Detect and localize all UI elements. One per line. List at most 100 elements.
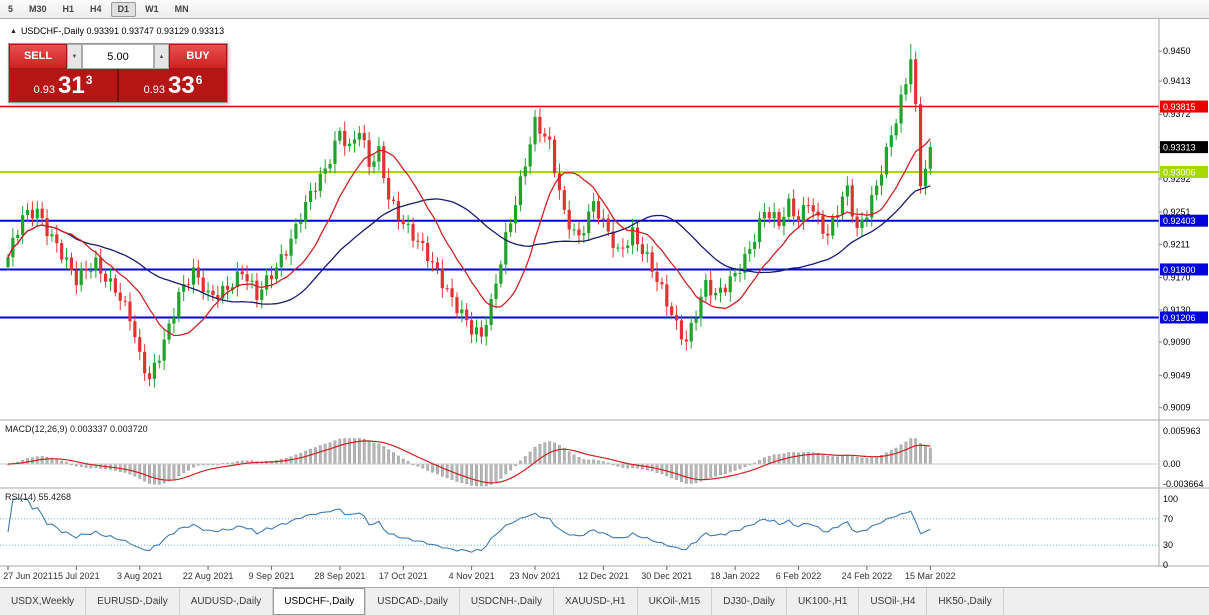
- macd-axis-labels: 0.005963 0.00 -0.003664: [1163, 426, 1204, 489]
- svg-text:0.9090: 0.9090: [1163, 337, 1191, 347]
- price-tags: 0.93815 0.93006 0.92403 0.91800 0.91206 0.933…: [1160, 100, 1208, 324]
- moving-averages: [7, 138, 931, 337]
- svg-text:0: 0: [1163, 560, 1168, 570]
- svg-text:0.005963: 0.005963: [1163, 426, 1201, 436]
- svg-text:3 Aug 2021: 3 Aug 2021: [117, 571, 163, 581]
- svg-text:0.9009: 0.9009: [1163, 403, 1191, 413]
- chart-title: ▲ USDCHF-,Daily 0.93391 0.93747 0.93129 …: [10, 26, 224, 36]
- chart-tab-usdx-weekly[interactable]: USDX,Weekly: [0, 588, 87, 615]
- svg-text:9 Sep 2021: 9 Sep 2021: [248, 571, 294, 581]
- sell-button[interactable]: SELL: [9, 44, 67, 69]
- svg-text:22 Aug 2021: 22 Aug 2021: [183, 571, 234, 581]
- timeframe-button-5[interactable]: 5: [8, 3, 14, 14]
- macd-label: MACD(12,26,9) 0.003337 0.003720: [5, 424, 148, 434]
- chevron-down-icon: ▼: [71, 53, 78, 60]
- svg-text:18 Jan 2022: 18 Jan 2022: [710, 571, 760, 581]
- price-chart[interactable]: MACD(12,26,9) 0.003337 0.003720 0.0059630…: [0, 19, 1209, 587]
- trade-prices-row: 0.93 31 3 0.93 33 6: [9, 69, 227, 102]
- panel-separators[interactable]: [0, 19, 1209, 567]
- timeframe-button-m30[interactable]: M30: [29, 3, 47, 14]
- svg-text:RSI(14) 55.4268: RSI(14) 55.4268: [5, 492, 71, 502]
- svg-text:30 Dec 2021: 30 Dec 2021: [641, 571, 692, 581]
- price-axis[interactable]: 0.94500.94130.93720.93310.92920.92510.92…: [1159, 46, 1191, 413]
- chart-tab-ukoil-m15[interactable]: UKOil-,M15: [638, 588, 713, 615]
- svg-text:0.93006: 0.93006: [1163, 167, 1196, 177]
- rsi-label: RSI(14) 55.4268: [5, 492, 71, 502]
- svg-text:30: 30: [1163, 540, 1173, 550]
- svg-text:23 Nov 2021: 23 Nov 2021: [510, 571, 561, 581]
- one-click-collapse-icon[interactable]: ▲: [10, 27, 17, 35]
- chart-tab-usdcad-daily[interactable]: USDCAD-,Daily: [366, 588, 460, 615]
- trade-buttons-row: SELL ▼ ▲ BUY: [9, 44, 227, 69]
- svg-text:15 Mar 2022: 15 Mar 2022: [905, 571, 956, 581]
- chart-tab-xauusd-h1[interactable]: XAUUSD-,H1: [554, 588, 638, 615]
- date-axis[interactable]: 27 Jun 2021 15 Jul 2021 3 Aug 2021 22 Aug 2…: [3, 566, 956, 581]
- svg-text:17 Oct 2021: 17 Oct 2021: [379, 571, 428, 581]
- timeframe-button-mn[interactable]: MN: [174, 3, 189, 14]
- support-resistance-lines[interactable]: [0, 105, 1159, 319]
- svg-text:0.91206: 0.91206: [1163, 313, 1196, 323]
- timeframe-button-h1[interactable]: H1: [62, 3, 75, 14]
- chart-title-text: USDCHF-,Daily 0.93391 0.93747 0.93129 0.…: [20, 26, 225, 36]
- chart-tab-bar: USDX,Weekly EURUSD-,Daily AUDUSD-,Daily USD…: [0, 587, 1209, 615]
- svg-text:0.93815: 0.93815: [1163, 102, 1196, 112]
- rsi-line: [7, 498, 931, 553]
- volume-decrease-button[interactable]: ▼: [67, 44, 82, 69]
- svg-text:70: 70: [1163, 514, 1173, 524]
- svg-text:0.9292: 0.9292: [1163, 174, 1191, 184]
- svg-text:0.9251: 0.9251: [1163, 207, 1191, 217]
- svg-text:0.9130: 0.9130: [1163, 305, 1191, 315]
- timeframe-button-h4[interactable]: H4: [90, 3, 102, 14]
- chart-tab-usdcnh-daily[interactable]: USDCNH-,Daily: [460, 588, 554, 615]
- one-click-trading-panel: SELL ▼ ▲ BUY 0.93 31 3 0.93 33 6: [8, 43, 228, 103]
- macd-signal-line: [7, 440, 931, 484]
- svg-text:15 Jul 2021: 15 Jul 2021: [53, 571, 100, 581]
- svg-text:0.9450: 0.9450: [1163, 46, 1191, 56]
- svg-text:100: 100: [1163, 494, 1178, 504]
- buy-price-sup: 6: [195, 72, 203, 87]
- svg-text:0.9049: 0.9049: [1163, 370, 1191, 380]
- svg-text:0.93313: 0.93313: [1163, 143, 1196, 153]
- svg-text:6 Feb 2022: 6 Feb 2022: [776, 571, 822, 581]
- sell-price-big: 31: [58, 71, 85, 99]
- svg-text:0.9211: 0.9211: [1163, 239, 1190, 249]
- buy-price-big: 33: [168, 71, 195, 99]
- volume-input[interactable]: [82, 44, 154, 69]
- timeframe-button-d1[interactable]: D1: [110, 1, 137, 17]
- candlesticks: [6, 43, 932, 388]
- chart-area[interactable]: MACD(12,26,9) 0.003337 0.003720 0.005963 0…: [0, 19, 1209, 587]
- rsi-panel: [0, 518, 1159, 546]
- timeframe-button-w1[interactable]: W1: [145, 3, 159, 14]
- svg-text:28 Sep 2021: 28 Sep 2021: [314, 571, 365, 581]
- svg-text:0.91800: 0.91800: [1163, 265, 1196, 275]
- chart-tab-hk50-daily[interactable]: HK50-,Daily: [927, 588, 1004, 615]
- buy-button[interactable]: BUY: [169, 44, 227, 69]
- sell-price-small: 0.93: [33, 83, 56, 96]
- macd-histogram: [0, 438, 1159, 487]
- svg-text:27 Jun 2021: 27 Jun 2021: [3, 571, 53, 581]
- svg-text:4 Nov 2021: 4 Nov 2021: [449, 571, 495, 581]
- chart-tab-audusd-daily[interactable]: AUDUSD-,Daily: [180, 588, 274, 615]
- rsi-axis-labels: 100 70 30 0: [1163, 494, 1178, 570]
- timeframe-toolbar: 5 M30 H1 H4 D1 W1 MN: [0, 0, 1209, 19]
- chart-tab-usoil-h4[interactable]: USOil-,H4: [859, 588, 928, 615]
- svg-text:0.9413: 0.9413: [1163, 76, 1191, 86]
- svg-text:0.00: 0.00: [1163, 459, 1181, 469]
- chart-tab-uk100-h1[interactable]: UK100-,H1: [787, 588, 860, 615]
- svg-text:0.92403: 0.92403: [1163, 216, 1196, 226]
- svg-text:0.9170: 0.9170: [1163, 273, 1191, 283]
- chart-tab-eurusd-daily[interactable]: EURUSD-,Daily: [86, 588, 180, 615]
- buy-price[interactable]: 0.93 33 6: [119, 69, 227, 102]
- sell-price-sup: 3: [85, 72, 93, 87]
- chart-tab-dj30-daily[interactable]: DJ30-,Daily: [712, 588, 787, 615]
- svg-text:MACD(12,26,9) 0.003337 0.00372: MACD(12,26,9) 0.003337 0.003720: [5, 424, 148, 434]
- sell-price[interactable]: 0.93 31 3: [9, 69, 117, 102]
- svg-text:-0.003664: -0.003664: [1163, 479, 1204, 489]
- chart-tab-usdchf-daily[interactable]: USDCHF-,Daily: [273, 588, 367, 615]
- svg-text:24 Feb 2022: 24 Feb 2022: [842, 571, 893, 581]
- volume-increase-button[interactable]: ▲: [154, 44, 169, 69]
- svg-text:0.9372: 0.9372: [1163, 109, 1191, 119]
- chevron-up-icon: ▲: [158, 53, 165, 60]
- buy-price-small: 0.93: [143, 83, 166, 96]
- svg-text:12 Dec 2021: 12 Dec 2021: [578, 571, 629, 581]
